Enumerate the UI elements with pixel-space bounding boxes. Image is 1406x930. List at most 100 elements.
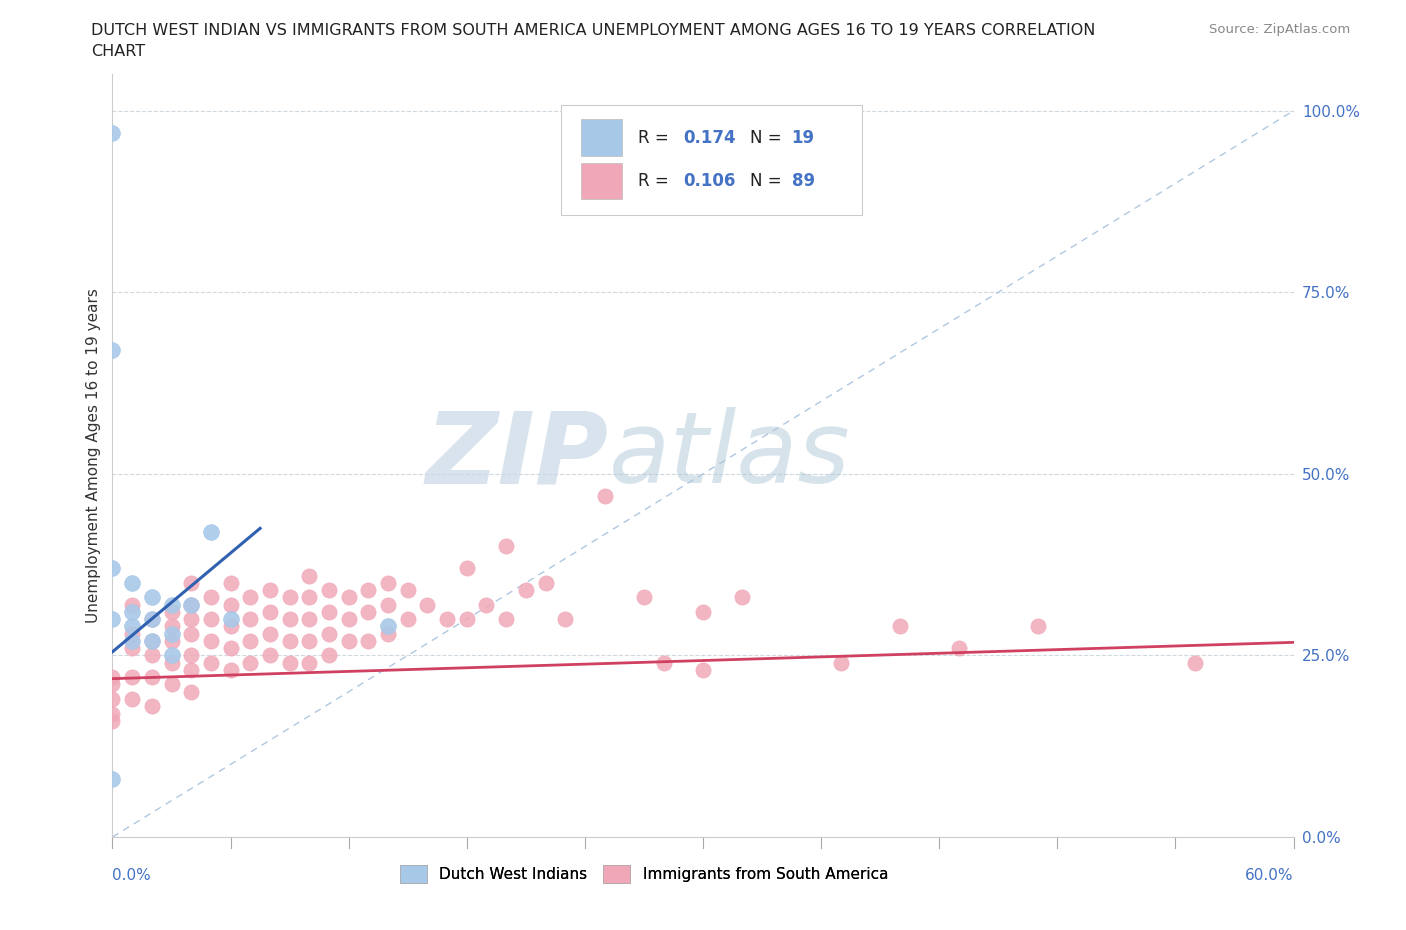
Point <box>948 641 970 656</box>
Point <box>337 612 360 627</box>
Point <box>141 648 163 663</box>
Point <box>456 612 478 627</box>
Point <box>121 597 143 612</box>
Point <box>160 633 183 648</box>
Point <box>830 656 852 671</box>
Point <box>160 619 183 634</box>
Point <box>396 612 419 627</box>
Point <box>377 626 399 641</box>
Point <box>278 656 301 671</box>
Point <box>298 656 321 671</box>
Point <box>534 576 557 591</box>
Point <box>101 343 124 358</box>
Point <box>259 626 281 641</box>
Point <box>200 612 222 627</box>
Point <box>357 582 380 597</box>
Text: ZIP: ZIP <box>426 407 609 504</box>
Point <box>475 597 498 612</box>
Point <box>278 633 301 648</box>
Text: Source: ZipAtlas.com: Source: ZipAtlas.com <box>1209 23 1350 36</box>
Point <box>101 706 124 721</box>
Point <box>278 612 301 627</box>
Point <box>180 626 202 641</box>
Text: R =: R = <box>638 128 673 147</box>
Point <box>180 597 202 612</box>
Point <box>180 576 202 591</box>
Point <box>239 612 262 627</box>
Point <box>692 604 714 619</box>
Point <box>298 633 321 648</box>
Point <box>219 619 242 634</box>
Point <box>180 684 202 699</box>
Point <box>101 670 124 684</box>
Point <box>1184 656 1206 671</box>
Point <box>121 641 143 656</box>
Point <box>121 633 143 648</box>
Point <box>298 590 321 604</box>
Point <box>515 582 537 597</box>
Point <box>121 626 143 641</box>
Point <box>377 619 399 634</box>
Point <box>121 670 143 684</box>
Point <box>318 648 340 663</box>
Y-axis label: Unemployment Among Ages 16 to 19 years: Unemployment Among Ages 16 to 19 years <box>86 288 101 623</box>
Point <box>436 612 458 627</box>
Point <box>200 633 222 648</box>
Point <box>495 612 517 627</box>
Point <box>101 713 124 728</box>
Point <box>259 604 281 619</box>
Text: CHART: CHART <box>91 44 145 59</box>
Point <box>160 604 183 619</box>
Point <box>652 656 675 671</box>
Point <box>259 648 281 663</box>
Point <box>318 626 340 641</box>
Point <box>357 633 380 648</box>
Point <box>416 597 439 612</box>
Point <box>160 626 183 641</box>
Point <box>200 656 222 671</box>
Text: 60.0%: 60.0% <box>1246 868 1294 883</box>
Point <box>101 692 124 707</box>
Point <box>121 619 143 634</box>
FancyBboxPatch shape <box>581 163 621 199</box>
Point <box>101 677 124 692</box>
Point <box>495 539 517 554</box>
Point <box>180 648 202 663</box>
Point <box>200 525 222 539</box>
FancyBboxPatch shape <box>561 105 862 216</box>
Text: N =: N = <box>751 172 787 190</box>
Point <box>141 633 163 648</box>
Point <box>101 561 124 576</box>
Point <box>298 568 321 583</box>
Point <box>377 576 399 591</box>
Point <box>239 590 262 604</box>
Point <box>141 670 163 684</box>
Point <box>141 590 163 604</box>
Point <box>160 656 183 671</box>
Point <box>318 604 340 619</box>
Text: R =: R = <box>638 172 673 190</box>
Point <box>121 604 143 619</box>
Point <box>337 590 360 604</box>
FancyBboxPatch shape <box>581 119 621 156</box>
Point <box>554 612 576 627</box>
Point <box>278 590 301 604</box>
Text: N =: N = <box>751 128 787 147</box>
Point <box>180 597 202 612</box>
Text: 0.0%: 0.0% <box>112 868 152 883</box>
Legend: Dutch West Indians, Immigrants from South America: Dutch West Indians, Immigrants from Sout… <box>399 865 889 883</box>
Point <box>101 772 124 787</box>
Text: 19: 19 <box>792 128 814 147</box>
Point <box>692 662 714 677</box>
Point <box>180 662 202 677</box>
Point <box>141 612 163 627</box>
Text: 0.106: 0.106 <box>683 172 735 190</box>
Text: 89: 89 <box>792 172 814 190</box>
Point <box>593 488 616 503</box>
Point <box>633 590 655 604</box>
Text: DUTCH WEST INDIAN VS IMMIGRANTS FROM SOUTH AMERICA UNEMPLOYMENT AMONG AGES 16 TO: DUTCH WEST INDIAN VS IMMIGRANTS FROM SOU… <box>91 23 1095 38</box>
Point <box>239 633 262 648</box>
Point <box>219 597 242 612</box>
Point <box>377 597 399 612</box>
Point <box>200 590 222 604</box>
